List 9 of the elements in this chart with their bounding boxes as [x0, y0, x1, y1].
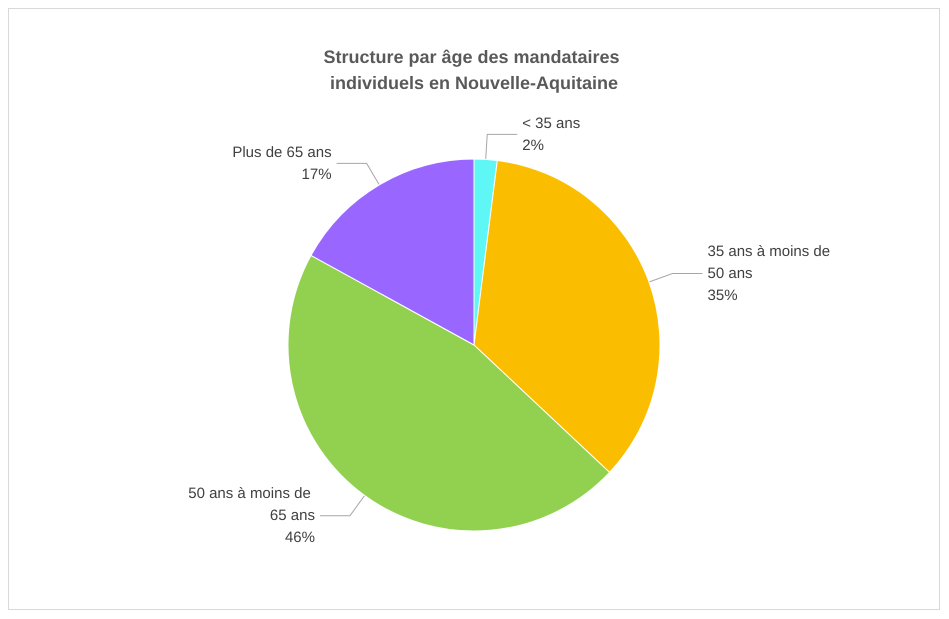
chart-title: Structure par âge des mandataires individuels en Nouvelle-Aquitaine — [323, 47, 625, 93]
slice-label: Plus de 65 ans — [232, 144, 332, 161]
data-label: 17% — [302, 166, 332, 183]
slice-label: 50 ans à moins de 65 ans — [188, 485, 315, 524]
data-label: 2% — [522, 136, 544, 154]
slice-label: 35 ans à moins de 50 ans — [708, 243, 834, 282]
data-label: 46% — [284, 529, 315, 546]
data-label: 35% — [708, 287, 738, 304]
slice-label: < 35 ans — [522, 114, 580, 132]
